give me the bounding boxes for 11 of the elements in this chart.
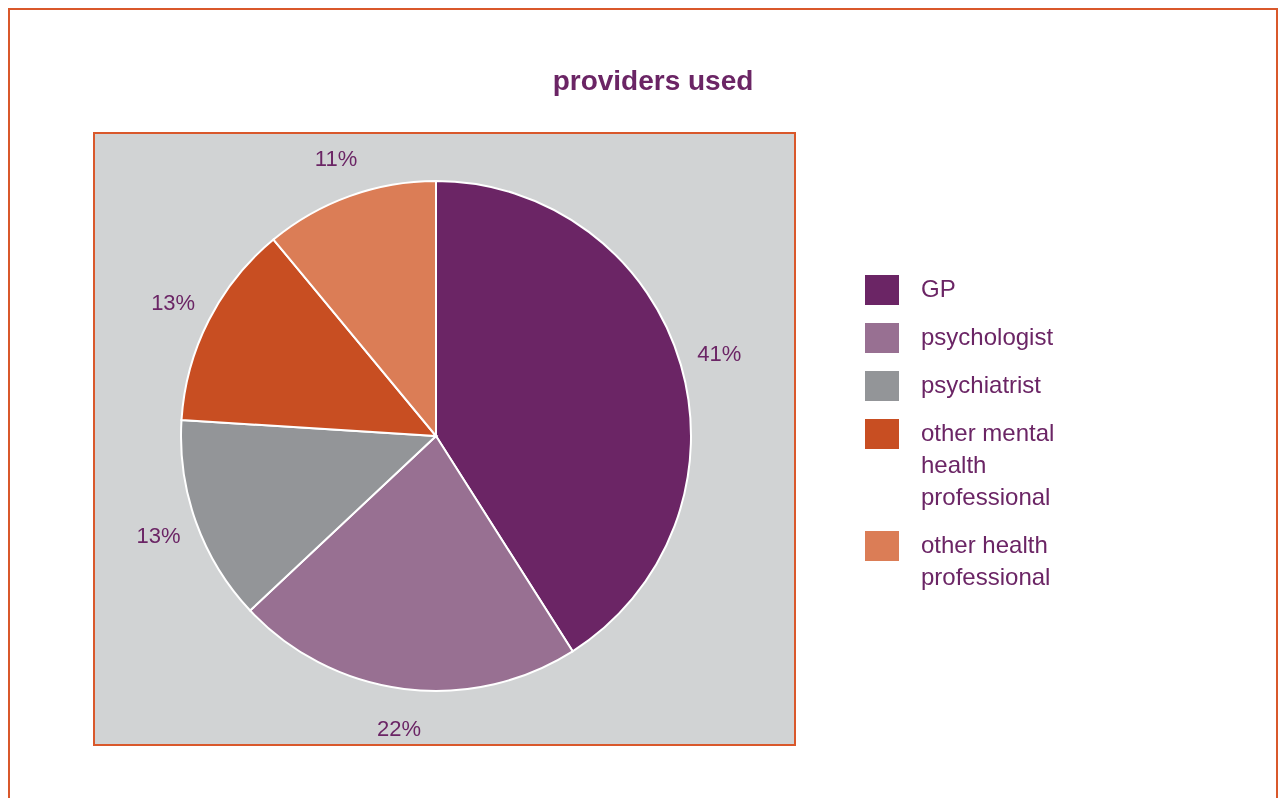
data-label: 13%	[136, 523, 181, 549]
legend-label: psychologist	[921, 322, 1054, 352]
data-label: 41%	[697, 341, 742, 367]
data-label: 22%	[377, 716, 422, 742]
legend-label: GP	[921, 274, 956, 304]
legend-label: psychiatrist	[921, 370, 1042, 400]
data-label: 11%	[314, 145, 358, 171]
chart-title: providers used	[551, 65, 755, 97]
legend-label: other mental health professional	[921, 418, 1056, 512]
data-label: 13%	[151, 289, 196, 315]
legend-label: other health professional	[921, 530, 1052, 592]
